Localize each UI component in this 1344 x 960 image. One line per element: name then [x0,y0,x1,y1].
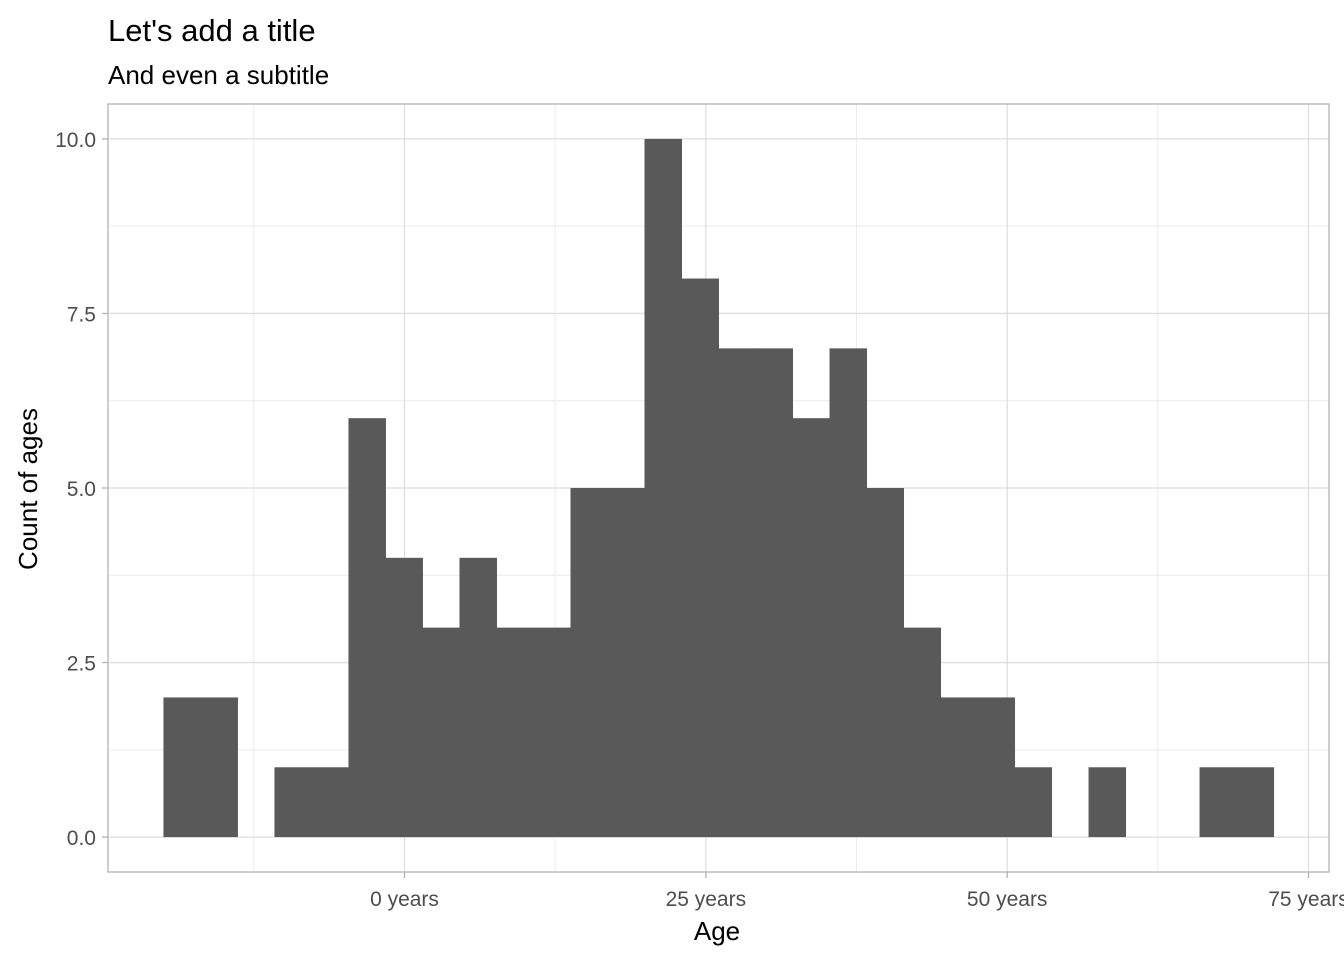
histogram-bar [311,767,349,838]
histogram-bar [533,627,571,838]
x-tick-label: 0 years [370,888,439,911]
histogram-bar [866,488,905,838]
y-tick-label: 0.0 [67,827,96,850]
histogram-bar [1088,767,1127,838]
y-tick-label: 10.0 [55,129,96,152]
histogram-bar [903,627,942,838]
histogram-bar [977,697,1016,838]
chart-title: Let's add a title [108,13,316,48]
histogram-bars [163,138,1275,838]
histogram-bar [644,138,682,838]
histogram-bar [496,627,534,838]
y-tick-label: 5.0 [67,478,96,501]
histogram-bar [607,488,645,838]
histogram-bar [459,557,497,838]
x-axis-title: Age [694,916,740,946]
y-tick-label: 7.5 [67,303,96,326]
x-tick-label: 50 years [967,888,1048,911]
histogram-bar [755,348,794,838]
histogram-bar [792,418,831,838]
histogram-bar [1236,767,1275,838]
histogram-bar [200,697,238,838]
y-tick-label: 2.5 [67,653,96,676]
histogram-bar [718,348,757,838]
y-axis: 0.0 2.5 5.0 7.5 10.0 [55,129,108,850]
x-tick-label: 75 years [1268,888,1344,911]
x-axis: 0 years 25 years 50 years 75 years [370,872,1344,911]
histogram-bar [829,348,868,838]
histogram-bar [163,697,201,838]
histogram-bar [422,627,460,838]
histogram-bar [681,278,719,838]
histogram-bar [385,557,423,838]
histogram-bar [348,418,386,838]
histogram-bar [570,488,608,838]
histogram-bar [1199,767,1238,838]
histogram-bar [274,767,312,838]
chart-subtitle: And even a subtitle [108,60,329,90]
x-tick-label: 25 years [666,888,747,911]
y-axis-title: Count of ages [13,408,43,570]
histogram-bar [1014,767,1053,838]
histogram-bar [940,697,979,838]
